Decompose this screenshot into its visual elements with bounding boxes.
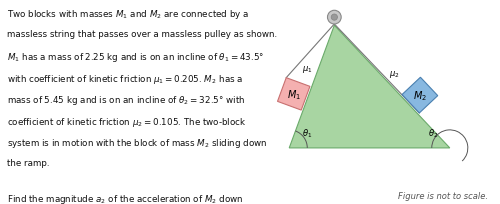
Text: $\mu_1$: $\mu_1$ — [302, 63, 312, 74]
Polygon shape — [402, 78, 438, 113]
Text: $\mu_2$: $\mu_2$ — [389, 68, 400, 79]
Text: Find the magnitude $a_2$ of the acceleration of $M_2$ down: Find the magnitude $a_2$ of the accelera… — [8, 192, 244, 204]
Text: mass of 5.45 kg and is on an incline of $\theta_2 = 32.5°$ with: mass of 5.45 kg and is on an incline of … — [8, 94, 246, 107]
Text: Figure is not to scale.: Figure is not to scale. — [398, 191, 488, 200]
Text: $\theta_2$: $\theta_2$ — [428, 127, 438, 139]
Text: the ramp.: the ramp. — [8, 158, 50, 167]
Text: $\theta_1$: $\theta_1$ — [302, 127, 312, 139]
Text: coefficient of kinetic friction $\mu_2 = 0.105$. The two-block: coefficient of kinetic friction $\mu_2 =… — [8, 115, 247, 128]
Polygon shape — [278, 78, 310, 111]
Text: $M_2$: $M_2$ — [413, 89, 427, 102]
Text: Two blocks with masses $M_1$ and $M_2$ are connected by a: Two blocks with masses $M_1$ and $M_2$ a… — [8, 8, 250, 21]
Polygon shape — [289, 26, 450, 148]
Text: with coefficient of kinetic friction $\mu_1 = 0.205$. $M_2$ has a: with coefficient of kinetic friction $\m… — [8, 72, 244, 85]
Circle shape — [331, 15, 338, 21]
Text: $M_1$ has a mass of 2.25 kg and is on an incline of $\theta_1 = 43.5°$: $M_1$ has a mass of 2.25 kg and is on an… — [8, 51, 264, 64]
Circle shape — [328, 11, 341, 25]
Text: system is in motion with the block of mass $M_2$ sliding down: system is in motion with the block of ma… — [8, 137, 268, 150]
Text: $M_1$: $M_1$ — [286, 88, 300, 101]
Text: massless string that passes over a massless pulley as shown.: massless string that passes over a massl… — [8, 30, 278, 39]
